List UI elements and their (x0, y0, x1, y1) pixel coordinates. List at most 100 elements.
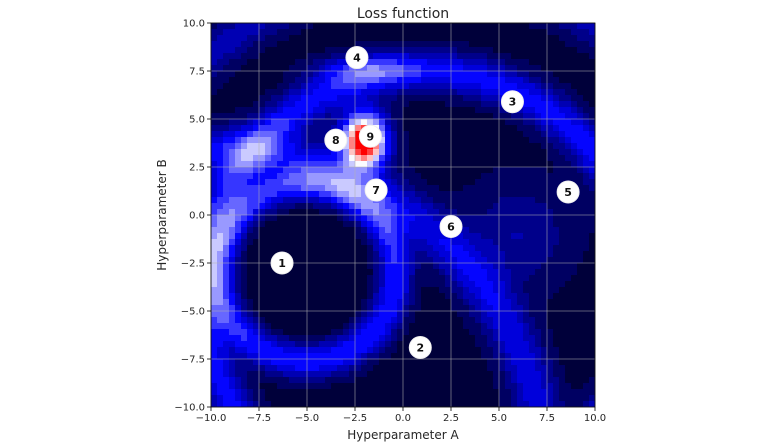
heatmap-cell (313, 119, 320, 126)
heatmap-cell (577, 65, 584, 72)
heatmap-cell (397, 77, 404, 84)
heatmap-cell (589, 383, 595, 390)
heatmap-cell (463, 323, 470, 330)
heatmap-cell (373, 293, 380, 300)
heatmap-cell (427, 215, 434, 222)
heatmap-cell (349, 281, 356, 288)
heatmap-cell (529, 41, 536, 48)
heatmap-cell (535, 305, 542, 312)
heatmap-cell (277, 209, 284, 216)
heatmap-cell (409, 377, 416, 384)
heatmap-cell (211, 365, 218, 372)
heatmap-cell (457, 401, 464, 407)
heatmap-cell (517, 347, 524, 354)
heatmap-cell (451, 155, 458, 162)
heatmap-cell (433, 353, 440, 360)
heatmap-cell (223, 281, 230, 288)
heatmap-cell (337, 383, 344, 390)
heatmap-cell (367, 269, 374, 276)
heatmap-cell (385, 215, 392, 222)
heatmap-cell (271, 161, 278, 168)
heatmap-cell (235, 89, 242, 96)
heatmap-cell (535, 131, 542, 138)
heatmap-cell (301, 371, 308, 378)
heatmap-cell (469, 227, 476, 234)
heatmap-cell (325, 173, 332, 180)
heatmap-cell (283, 245, 290, 252)
heatmap-cell (547, 293, 554, 300)
heatmap-cell (523, 125, 530, 132)
heatmap-cell (229, 353, 236, 360)
heatmap-cell (445, 173, 452, 180)
heatmap-cell (589, 101, 595, 108)
heatmap-cell (535, 329, 542, 336)
heatmap-cell (331, 245, 338, 252)
heatmap-cell (313, 233, 320, 240)
heatmap-cell (565, 245, 572, 252)
heatmap-cell (403, 395, 410, 402)
heatmap-cell (517, 329, 524, 336)
heatmap-cell (259, 155, 266, 162)
heatmap-cell (313, 35, 320, 42)
heatmap-cell (409, 287, 416, 294)
heatmap-cell (427, 263, 434, 270)
heatmap-cell (529, 329, 536, 336)
heatmap-cell (349, 215, 356, 222)
heatmap-cell (385, 131, 392, 138)
heatmap-cell (307, 329, 314, 336)
heatmap-cell (481, 173, 488, 180)
heatmap-cell (325, 335, 332, 342)
heatmap-cell (265, 131, 272, 138)
heatmap-cell (259, 59, 266, 66)
heatmap-cell (319, 35, 326, 42)
heatmap-cell (367, 293, 374, 300)
heatmap-cell (373, 23, 380, 30)
heatmap-cell (331, 329, 338, 336)
heatmap-cell (301, 137, 308, 144)
heatmap-cell (469, 125, 476, 132)
heatmap-cell (589, 95, 595, 102)
heatmap-cell (511, 227, 518, 234)
heatmap-cell (361, 287, 368, 294)
heatmap-cell (445, 323, 452, 330)
heatmap-cell (529, 155, 536, 162)
heatmap-cell (379, 377, 386, 384)
heatmap-cell (553, 155, 560, 162)
heatmap-cell (481, 179, 488, 186)
heatmap-cell (565, 29, 572, 36)
heatmap-cell (433, 77, 440, 84)
heatmap-cell (427, 239, 434, 246)
heatmap-cell (415, 23, 422, 30)
heatmap-cell (505, 47, 512, 54)
heatmap-cell (397, 65, 404, 72)
heatmap-cell (457, 77, 464, 84)
heatmap-cell (403, 239, 410, 246)
heatmap-cell (535, 173, 542, 180)
heatmap-cell (217, 23, 224, 30)
heatmap-cell (265, 281, 272, 288)
heatmap-cell (463, 245, 470, 252)
heatmap-cell (493, 71, 500, 78)
heatmap-cell (313, 203, 320, 210)
x-tick-label: −10.0 (196, 413, 227, 424)
heatmap-cell (511, 401, 518, 407)
heatmap-cell (229, 23, 236, 30)
heatmap-cell (469, 221, 476, 228)
heatmap-cell (517, 113, 524, 120)
heatmap-cell (241, 395, 248, 402)
heatmap-cell (499, 107, 506, 114)
heatmap-cell (313, 197, 320, 204)
heatmap-cell (403, 107, 410, 114)
heatmap-cell (319, 275, 326, 282)
heatmap-cell (559, 35, 566, 42)
heatmap-cell (421, 155, 428, 162)
heatmap-cell (427, 203, 434, 210)
heatmap-cell (589, 257, 595, 264)
heatmap-cell (295, 149, 302, 156)
heatmap-cell (409, 323, 416, 330)
heatmap-cell (523, 29, 530, 36)
heatmap-cell (337, 275, 344, 282)
heatmap-cell (265, 125, 272, 132)
heatmap-cell (583, 143, 590, 150)
heatmap-cell (463, 167, 470, 174)
